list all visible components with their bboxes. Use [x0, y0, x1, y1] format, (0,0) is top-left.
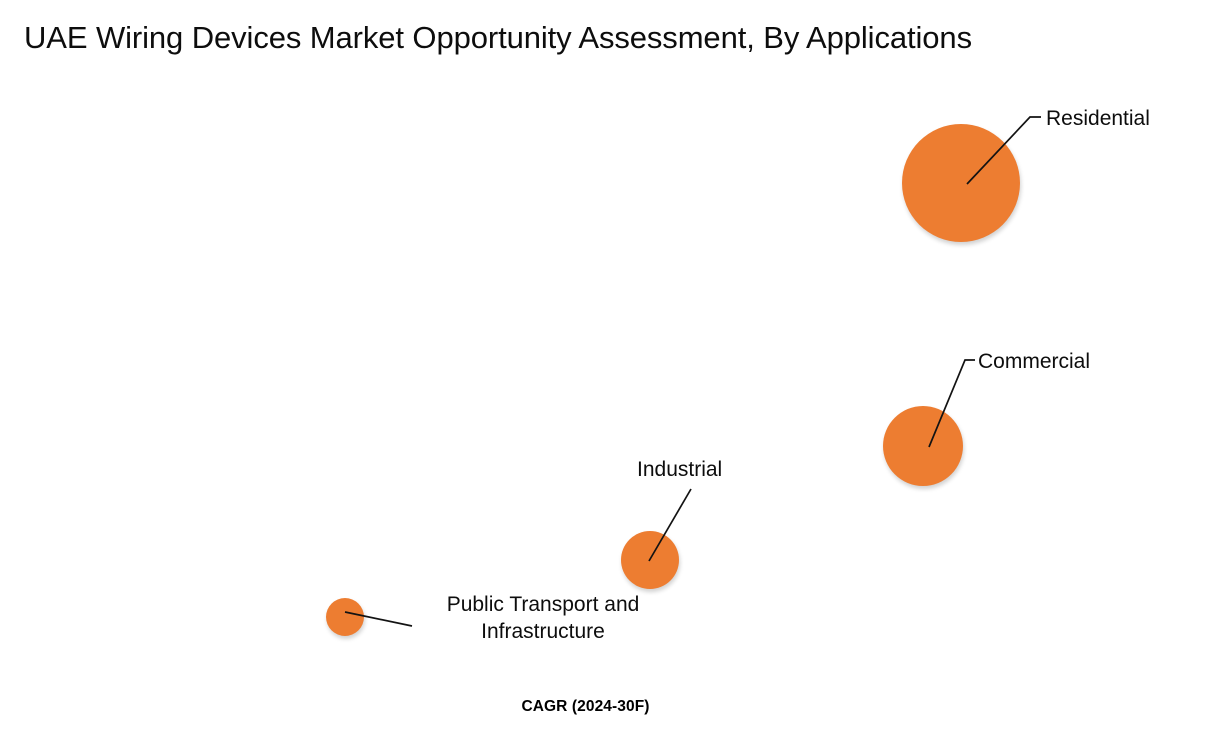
bubble-label-public-transport-line1: Public Transport and [446, 593, 640, 616]
bubble-label-public-transport-line2: Infrastructure [481, 619, 605, 643]
bubble-label-commercial: Commercial [978, 350, 1091, 373]
bubble-public-transport[interactable] [326, 598, 364, 636]
bubble-label-public-transport: Public Transport and Infrastructure [418, 592, 668, 646]
bubble-industrial[interactable] [621, 531, 679, 589]
bubble-label-residential: Residential [1046, 107, 1150, 130]
x-axis-title: CAGR (2024-30F) [0, 698, 1211, 716]
bubble-label-industrial: Industrial [637, 458, 723, 481]
chart-title: UAE Wiring Devices Market Opportunity As… [24, 20, 972, 55]
bubble-commercial[interactable] [883, 406, 963, 486]
x-axis-title-text: CAGR (2024-30F) [521, 698, 650, 715]
bubble-residential[interactable] [902, 124, 1020, 242]
